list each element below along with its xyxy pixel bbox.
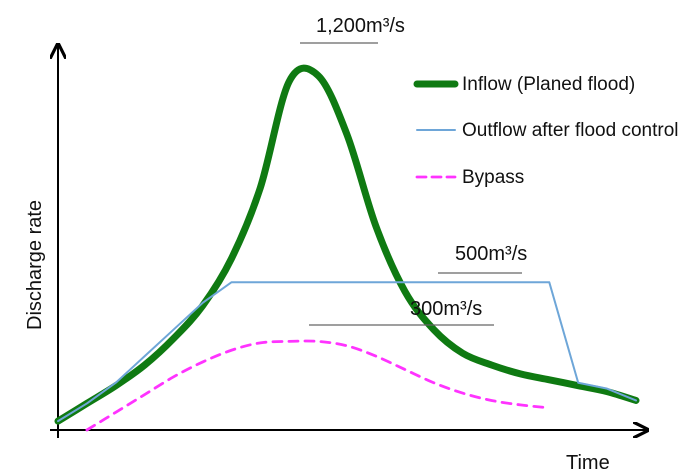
legend-label-outflow-after-flood-control: Outflow after flood control bbox=[462, 120, 679, 141]
series-line-bypass-1 bbox=[85, 339, 551, 432]
annotation-label-2: 500m³/s bbox=[455, 243, 527, 265]
legend-label-inflow-planed-flood: Inflow (Planed flood) bbox=[462, 74, 635, 95]
annotation-label-3: 300m³/s bbox=[410, 298, 482, 320]
legend: Inflow (Planed flood) Outflow after flood… bbox=[413, 74, 679, 188]
series-layer bbox=[54, 64, 640, 432]
y-axis-label: Discharge rate bbox=[24, 200, 46, 330]
legend-label-bypass: Bypass bbox=[462, 167, 524, 188]
series-line-inflow-planed-flood-1 bbox=[54, 64, 640, 425]
series-line-outflow-after-flood-control-1 bbox=[57, 281, 637, 423]
x-axis-label: Time bbox=[566, 452, 610, 471]
annotation-label-1: 1,200m³/s bbox=[316, 15, 405, 37]
annotation-layer: 1,200m³/s 500m³/s 300m³/s bbox=[300, 15, 527, 326]
